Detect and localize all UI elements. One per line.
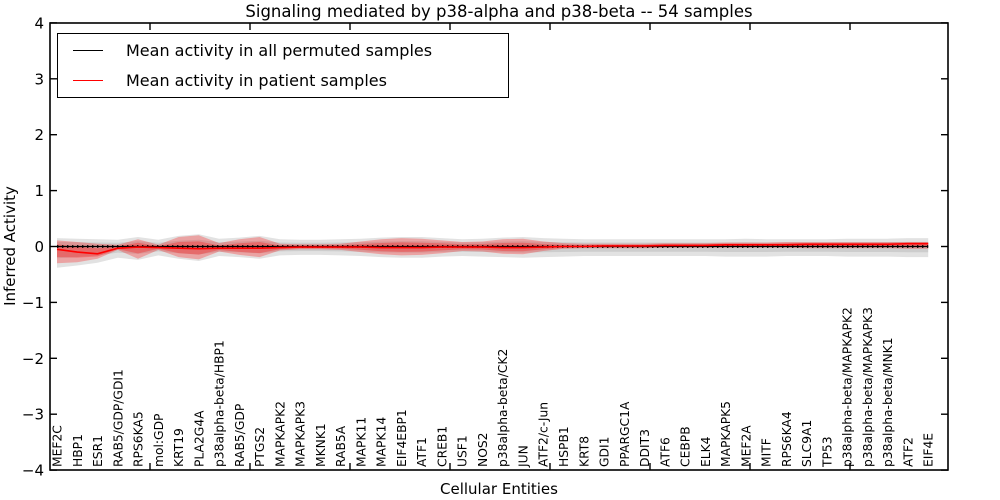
x-category-label: RPS6KA4 (780, 411, 794, 467)
x-category-label: PPARGC1A (618, 401, 632, 467)
x-category-label: KRT8 (577, 436, 591, 467)
x-axis-label: Cellular Entities (440, 480, 558, 498)
x-category-label: mol:GDP (152, 414, 166, 467)
x-category-label: p38alpha-beta/MNK1 (881, 337, 895, 467)
legend-label: Mean activity in all permuted samples (126, 40, 433, 60)
y-tick-label: −2 (22, 350, 44, 368)
x-category-label: EIF4EBP1 (395, 409, 409, 467)
legend-line-patient (73, 80, 103, 82)
legend-entry: Mean activity in all permuted samples (58, 36, 508, 64)
x-category-label: p38alpha-beta/MAPKAPK2 (841, 307, 855, 467)
x-category-label: ATF2 (901, 437, 915, 467)
x-category-label: PLA2G4A (192, 410, 206, 467)
x-category-label: NOS2 (476, 432, 490, 467)
x-category-label: GDI1 (598, 437, 612, 467)
x-category-label: JUN (517, 445, 531, 468)
x-category-label: p38alpha-beta/MAPKAPK3 (861, 307, 875, 467)
x-category-label: KRT19 (172, 428, 186, 467)
x-category-label: RAB5/GDP/GDI1 (111, 369, 125, 467)
x-category-label: p38alpha-beta/HBP1 (213, 340, 227, 467)
chart-title: Signaling mediated by p38-alpha and p38-… (245, 2, 753, 21)
x-category-label: p38alpha-beta/CK2 (496, 349, 510, 467)
x-category-label: CEBPB (679, 426, 693, 467)
y-tick-label: 1 (34, 182, 44, 200)
x-category-label: ATF2/c-Jun (537, 402, 551, 467)
x-category-label: TP53 (820, 436, 834, 468)
x-category-label: MAPKAPK5 (719, 401, 733, 467)
x-category-label: MEF2A (739, 425, 753, 467)
line-patient-mean (56, 242, 929, 255)
y-tick-label: −3 (22, 406, 44, 424)
x-category-label: RPS6KA5 (132, 411, 146, 467)
x-category-label: MEF2C (51, 425, 65, 467)
x-category-label: RAB5/GDP (233, 404, 247, 467)
legend-line-permuted (73, 49, 103, 51)
y-tick-label: 2 (34, 126, 44, 144)
y-tick-label: 3 (34, 70, 44, 88)
y-tick-label: 4 (34, 14, 44, 32)
y-tick-label: −4 (22, 462, 44, 480)
x-category-label: CREB1 (435, 426, 449, 467)
x-category-label: PTGS2 (253, 427, 267, 467)
x-category-label: MITF (760, 438, 774, 467)
x-category-label: DDIT3 (638, 429, 652, 467)
x-category-label: ESR1 (91, 435, 105, 467)
x-category-label: ATF1 (415, 437, 429, 467)
legend-label: Mean activity in patient samples (126, 71, 387, 91)
x-category-label: MAPK14 (375, 417, 389, 467)
x-category-label: MAPK11 (354, 417, 368, 467)
legend-entry: Mean activity in patient samples (58, 67, 508, 95)
band-patient-outer (57, 235, 929, 264)
y-tick-label: 0 (34, 238, 44, 256)
x-category-label: SLC9A1 (800, 420, 814, 467)
x-category-label: HBP1 (71, 434, 85, 467)
x-category-label: USF1 (456, 435, 470, 467)
x-category-label: MKNK1 (314, 423, 328, 467)
x-category-label: MAPKAPK3 (294, 401, 308, 467)
x-category-label: HSPB1 (557, 426, 571, 467)
x-category-label: ATF6 (658, 437, 672, 467)
x-category-label: EIF4E (922, 433, 936, 467)
y-axis-label: Inferred Activity (1, 186, 19, 306)
legend-box: Mean activity in all permuted samples Mea… (57, 33, 509, 98)
band-permuted-inner (57, 239, 929, 259)
y-tick-label: −1 (22, 294, 44, 312)
x-category-label: MAPKAPK2 (273, 401, 287, 467)
band-permuted-outer (57, 234, 929, 268)
x-category-label: ELK4 (699, 436, 713, 467)
x-category-label: RAB5A (334, 425, 348, 467)
